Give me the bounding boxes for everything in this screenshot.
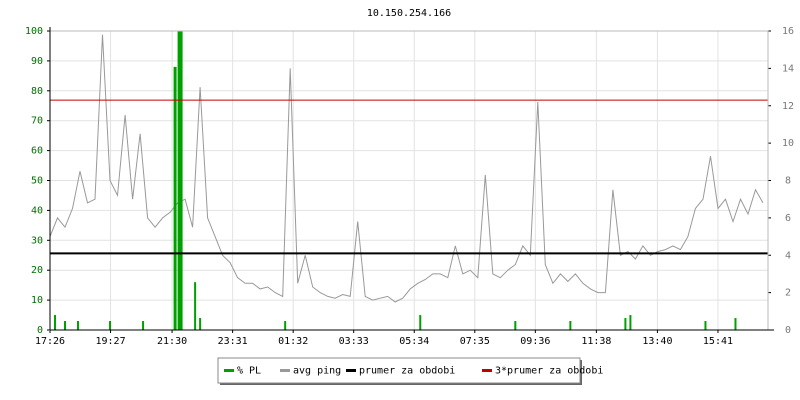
legend-label: avg ping bbox=[293, 366, 341, 377]
y-tick-label: 20 bbox=[31, 265, 43, 276]
x-tick-label: 13:40 bbox=[642, 336, 672, 347]
y-tick-label: 80 bbox=[31, 86, 43, 97]
y-tick-label: 40 bbox=[31, 205, 43, 216]
y2-tick-label: 0 bbox=[785, 325, 791, 336]
pl-spike bbox=[514, 321, 517, 330]
x-tick-label: 15:41 bbox=[703, 336, 733, 347]
x-tick-label: 11:38 bbox=[581, 336, 611, 347]
x-tick-label: 07:35 bbox=[460, 336, 490, 347]
x-tick-label: 23:31 bbox=[218, 336, 248, 347]
pl-spike bbox=[194, 282, 197, 330]
y2-tick-label: 2 bbox=[785, 288, 791, 299]
pl-spike bbox=[284, 321, 287, 330]
legend-label: % PL bbox=[237, 366, 261, 377]
y-tick-label: 100 bbox=[25, 26, 43, 37]
pl-spike bbox=[109, 321, 112, 330]
y-tick-label: 10 bbox=[31, 295, 43, 306]
y-tick-label: 0 bbox=[37, 325, 43, 336]
pl-spike bbox=[54, 315, 57, 330]
legend-label: prumer za obdobi bbox=[359, 366, 455, 377]
pl-spike bbox=[173, 66, 177, 330]
x-tick-label: 03:33 bbox=[339, 336, 369, 347]
pl-spike bbox=[629, 315, 632, 330]
x-tick-label: 19:27 bbox=[95, 336, 125, 347]
legend-box bbox=[217, 357, 581, 384]
pl-spike bbox=[419, 315, 422, 330]
y-tick-label: 30 bbox=[31, 235, 43, 246]
y-tick-label: 60 bbox=[31, 146, 43, 157]
y-tick-label: 90 bbox=[31, 56, 43, 67]
legend-label: 3*prumer za obdobi bbox=[495, 366, 603, 377]
x-tick-label: 05:34 bbox=[399, 336, 429, 347]
y2-tick-label: 6 bbox=[785, 213, 791, 224]
y2-tick-label: 8 bbox=[785, 176, 791, 187]
y-tick-label: 70 bbox=[31, 116, 43, 127]
y2-tick-label: 4 bbox=[785, 250, 791, 261]
pl-spike bbox=[179, 31, 183, 330]
x-tick-label: 21:30 bbox=[157, 336, 187, 347]
pl-spike bbox=[199, 318, 202, 330]
pl-spike bbox=[177, 31, 181, 330]
chart-title: 10.150.254.166 bbox=[367, 8, 451, 19]
y-tick-label: 50 bbox=[31, 176, 43, 187]
pl-spike bbox=[624, 318, 627, 330]
y2-tick-label: 16 bbox=[782, 26, 794, 37]
pl-spike bbox=[77, 321, 80, 330]
pl-spike bbox=[704, 321, 707, 330]
y2-tick-label: 12 bbox=[782, 101, 794, 112]
x-tick-label: 01:32 bbox=[278, 336, 308, 347]
pl-spike bbox=[569, 321, 572, 330]
y2-tick-label: 14 bbox=[782, 63, 794, 74]
ping-line bbox=[49, 34, 764, 303]
pl-spike bbox=[64, 321, 67, 330]
pl-spike bbox=[142, 321, 145, 330]
x-tick-label: 09:36 bbox=[520, 336, 550, 347]
pl-spike bbox=[734, 318, 737, 330]
y2-tick-label: 10 bbox=[782, 138, 794, 149]
x-tick-label: 17:26 bbox=[35, 336, 65, 347]
